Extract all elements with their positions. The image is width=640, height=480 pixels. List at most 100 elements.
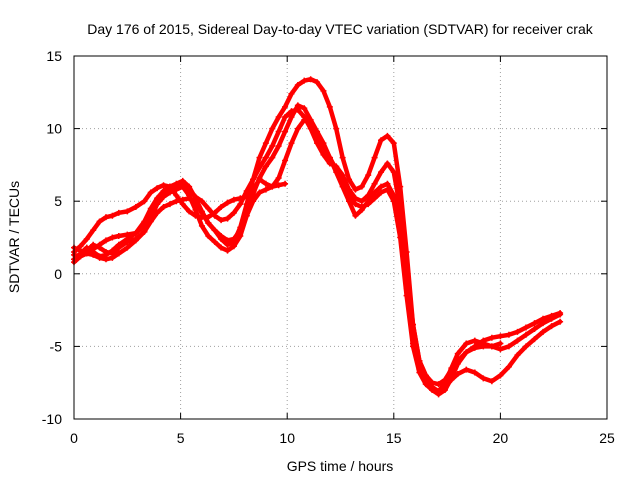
data-point — [211, 227, 218, 234]
data-point — [384, 160, 391, 167]
data-point — [224, 237, 231, 244]
data-point — [333, 125, 340, 132]
data-point — [422, 381, 429, 388]
data-point — [115, 233, 122, 240]
data-point — [531, 336, 538, 343]
data-point — [288, 113, 295, 120]
data-point — [282, 113, 289, 120]
data-point — [224, 215, 231, 222]
data-points — [71, 76, 564, 398]
x-tick-label: 25 — [599, 430, 615, 446]
x-tick-label: 15 — [386, 430, 402, 446]
data-point — [463, 366, 470, 373]
data-point — [102, 256, 109, 263]
data-point — [409, 343, 416, 350]
data-point — [548, 323, 555, 330]
plot-frame — [73, 55, 608, 420]
data-point — [514, 352, 521, 359]
data-point — [282, 157, 289, 164]
data-point — [514, 328, 521, 335]
data-point — [390, 169, 397, 176]
data-point — [358, 204, 365, 211]
data-point — [173, 192, 180, 199]
data-point — [237, 227, 244, 234]
data-point — [275, 113, 282, 120]
data-point — [522, 324, 529, 331]
data-point — [243, 193, 250, 200]
data-point — [192, 212, 199, 219]
data-point — [480, 343, 487, 350]
data-point — [540, 315, 547, 322]
data-point — [320, 87, 327, 94]
data-point — [218, 233, 225, 240]
data-point — [166, 201, 173, 208]
data-point — [115, 209, 122, 216]
x-tick-label: 20 — [493, 430, 509, 446]
data-point — [505, 331, 512, 338]
series-line — [71, 117, 563, 394]
data-point — [77, 243, 84, 250]
data-point — [269, 183, 276, 190]
data-point — [497, 372, 504, 379]
data-point — [218, 217, 225, 224]
data-point — [326, 154, 333, 161]
data-point — [90, 227, 97, 234]
data-point — [179, 183, 186, 190]
data-point — [346, 176, 353, 183]
data-point — [352, 201, 359, 208]
data-point — [505, 363, 512, 370]
axis-ticks: 0 5 10 15 20 25 -10 -5 0 5 10 15 — [42, 48, 615, 446]
data-point — [333, 166, 340, 173]
data-point — [109, 254, 116, 261]
data-point — [497, 333, 504, 340]
data-point — [384, 132, 391, 139]
x-axis-label: GPS time / hours — [287, 458, 394, 474]
data-point — [463, 340, 470, 347]
data-point — [192, 193, 199, 200]
data-point — [132, 237, 139, 244]
data-point — [488, 378, 495, 385]
data-point — [326, 103, 333, 110]
data-point — [179, 201, 186, 208]
data-point — [294, 125, 301, 132]
data-point — [269, 125, 276, 132]
data-point — [218, 244, 225, 251]
data-point — [471, 343, 478, 350]
data-point — [256, 176, 263, 183]
data-point — [96, 241, 103, 248]
data-point — [488, 343, 495, 350]
data-point — [275, 143, 282, 150]
data-point — [371, 189, 378, 196]
data-point — [90, 251, 97, 258]
data-point — [384, 186, 391, 193]
data-point — [211, 238, 218, 245]
data-point — [77, 253, 84, 260]
data-point — [160, 182, 167, 189]
data-point — [365, 172, 372, 179]
data-point — [132, 230, 139, 237]
grid — [74, 56, 607, 419]
data-point — [522, 343, 529, 350]
data-point — [154, 209, 161, 216]
data-point — [339, 154, 346, 161]
data-point — [301, 105, 308, 112]
data-point — [480, 375, 487, 382]
data-point — [250, 176, 257, 183]
data-point — [96, 218, 103, 225]
data-point — [262, 163, 269, 170]
x-tick-label: 10 — [279, 430, 295, 446]
series-track-3 — [71, 102, 564, 398]
x-tick-label: 0 — [70, 430, 78, 446]
data-point — [154, 201, 161, 208]
data-point — [147, 218, 154, 225]
data-point — [365, 201, 372, 208]
data-point — [166, 183, 173, 190]
data-point — [186, 208, 193, 215]
data-point — [435, 388, 442, 395]
data-point — [497, 346, 504, 353]
data-point — [435, 381, 442, 388]
data-point — [288, 90, 295, 97]
data-point — [314, 131, 321, 138]
data-point — [160, 204, 167, 211]
data-point — [147, 189, 154, 196]
